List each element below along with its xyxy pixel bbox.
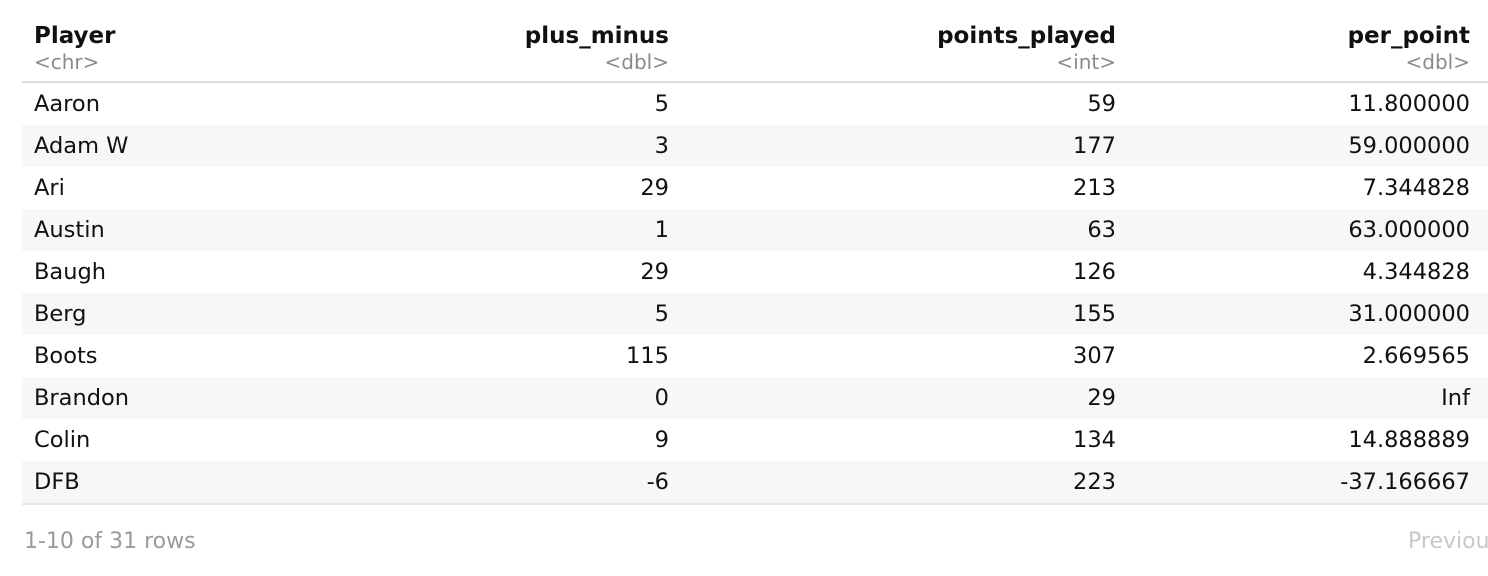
previous-page-button[interactable]: Previou — [1408, 529, 1488, 554]
column-header-plus-minus[interactable]: plus_minus <dbl> — [274, 16, 669, 81]
table-row: DFB -6 223 -37.166667 — [22, 461, 1488, 503]
cell-points-played: 29 — [1087, 385, 1116, 411]
cell-per-point: 63.000000 — [1348, 217, 1470, 243]
cell-player: Berg — [34, 301, 87, 327]
cell-plus-minus: -6 — [646, 469, 669, 495]
table-row: Berg 5 155 31.000000 — [22, 293, 1488, 335]
table-row: Aaron 5 59 11.800000 — [22, 83, 1488, 125]
cell-per-point: 4.344828 — [1362, 259, 1470, 285]
cell-plus-minus: 9 — [654, 427, 669, 453]
cell-per-point: -37.166667 — [1340, 469, 1470, 495]
cell-per-point: 11.800000 — [1348, 91, 1470, 117]
cell-points-played: 177 — [1073, 133, 1116, 159]
column-name: plus_minus — [524, 23, 669, 49]
cell-per-point: 14.888889 — [1348, 427, 1470, 453]
cell-points-played: 134 — [1073, 427, 1116, 453]
column-header-per-point[interactable]: per_point <dbl> — [1116, 16, 1470, 81]
cell-plus-minus: 1 — [654, 217, 669, 243]
cell-plus-minus: 3 — [654, 133, 669, 159]
table-bottom-rule — [22, 503, 1488, 505]
column-type: <chr> — [34, 50, 100, 74]
table-row: Colin 9 134 14.888889 — [22, 419, 1488, 461]
cell-player: DFB — [34, 469, 80, 495]
cell-player: Adam W — [34, 133, 129, 159]
cell-points-played: 223 — [1073, 469, 1116, 495]
table-header: Player <chr> plus_minus <dbl> points_pla… — [22, 16, 1488, 83]
row-count-info: 1-10 of 31 rows — [24, 529, 196, 554]
cell-player: Brandon — [34, 385, 130, 411]
table-row: Brandon 0 29 Inf — [22, 377, 1488, 419]
table-body: Aaron 5 59 11.800000 Adam W 3 177 59.000… — [22, 83, 1488, 503]
cell-player: Aaron — [34, 91, 100, 117]
column-header-player[interactable]: Player <chr> — [34, 16, 274, 81]
cell-per-point: 59.000000 — [1348, 133, 1470, 159]
column-name: points_played — [937, 23, 1116, 49]
cell-player: Baugh — [34, 259, 107, 285]
cell-points-played: 59 — [1087, 91, 1116, 117]
column-type: <dbl> — [1405, 50, 1470, 74]
table-row: Austin 1 63 63.000000 — [22, 209, 1488, 251]
cell-per-point: Inf — [1441, 385, 1470, 411]
table-row: Ari 29 213 7.344828 — [22, 167, 1488, 209]
cell-per-point: 7.344828 — [1362, 175, 1470, 201]
column-type: <int> — [1056, 50, 1116, 74]
cell-plus-minus: 115 — [626, 343, 669, 369]
cell-player: Austin — [34, 217, 105, 243]
table-row: Baugh 29 126 4.344828 — [22, 251, 1488, 293]
cell-points-played: 155 — [1073, 301, 1116, 327]
cell-points-played: 307 — [1073, 343, 1116, 369]
cell-points-played: 213 — [1073, 175, 1116, 201]
table-row: Boots 115 307 2.669565 — [22, 335, 1488, 377]
cell-plus-minus: 5 — [654, 301, 669, 327]
cell-points-played: 63 — [1087, 217, 1116, 243]
cell-plus-minus: 5 — [654, 91, 669, 117]
column-header-points-played[interactable]: points_played <int> — [669, 16, 1116, 81]
data-table: Player <chr> plus_minus <dbl> points_pla… — [22, 16, 1488, 505]
column-name: Player — [34, 23, 116, 49]
cell-player: Boots — [34, 343, 98, 369]
cell-plus-minus: 29 — [640, 259, 669, 285]
cell-plus-minus: 29 — [640, 175, 669, 201]
column-name: per_point — [1347, 23, 1470, 49]
table-row: Adam W 3 177 59.000000 — [22, 125, 1488, 167]
cell-plus-minus: 0 — [654, 385, 669, 411]
cell-per-point: 31.000000 — [1348, 301, 1470, 327]
column-type: <dbl> — [604, 50, 669, 74]
cell-points-played: 126 — [1073, 259, 1116, 285]
cell-player: Colin — [34, 427, 91, 453]
cell-player: Ari — [34, 175, 65, 201]
cell-per-point: 2.669565 — [1362, 343, 1470, 369]
